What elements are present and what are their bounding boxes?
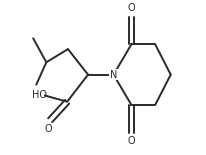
Text: O: O bbox=[45, 124, 52, 134]
Text: N: N bbox=[109, 70, 117, 80]
Text: O: O bbox=[127, 136, 135, 146]
Text: O: O bbox=[127, 3, 135, 13]
Text: HO: HO bbox=[32, 91, 47, 100]
